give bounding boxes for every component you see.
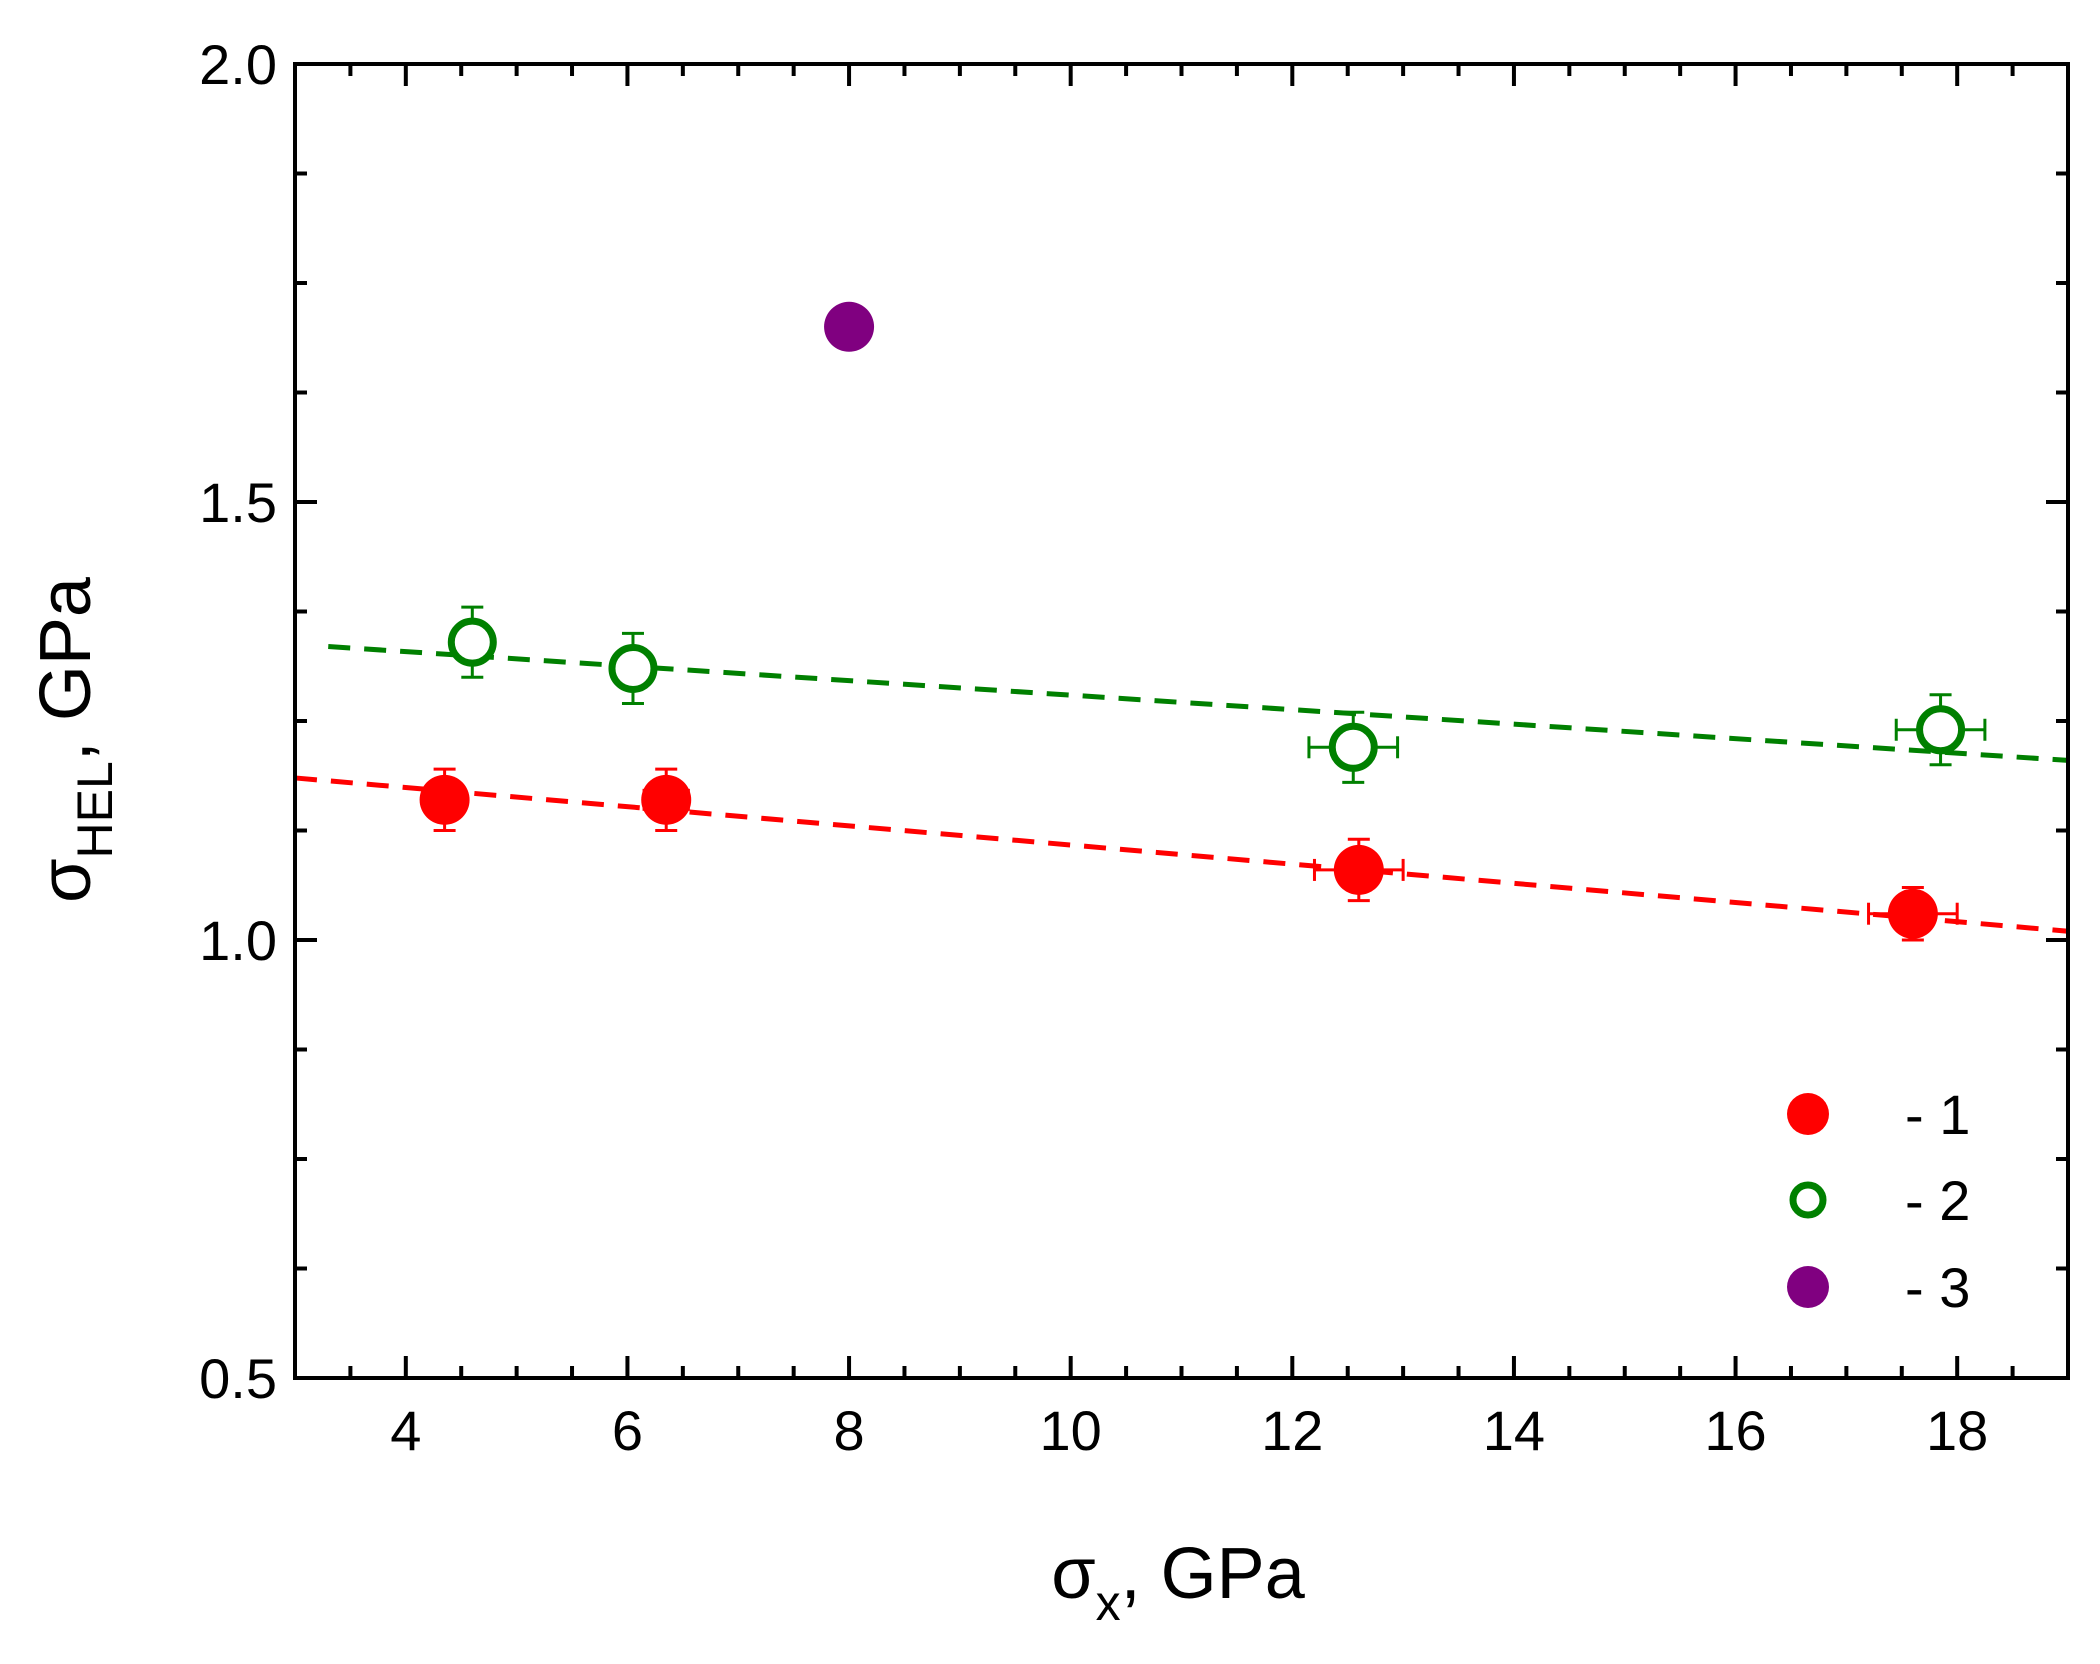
y-tick-label: 2.0 bbox=[199, 33, 277, 96]
y-axis-title-subscript: HEL bbox=[67, 761, 123, 858]
data-point-series-1 bbox=[1333, 844, 1384, 895]
y-axis-title-unit: , GPa bbox=[26, 576, 106, 761]
y-tick-label: 1.0 bbox=[199, 909, 277, 972]
y-tick-label: 1.5 bbox=[199, 471, 277, 534]
error-bars bbox=[426, 605, 1987, 942]
y-axis-title-symbol: σ bbox=[26, 858, 106, 902]
x-axis-title-symbol: σ bbox=[1051, 1534, 1095, 1614]
x-axis-title-subscript: x bbox=[1096, 1575, 1121, 1631]
data-point-series-2 bbox=[447, 617, 497, 667]
y-tick-labels: 0.5 1.0 1.5 2.0 bbox=[199, 33, 277, 1410]
legend: - 1 - 2 - 3 bbox=[1787, 1083, 1970, 1319]
fit-line-series-1 bbox=[294, 775, 2069, 934]
legend-marker-series-3 bbox=[1787, 1266, 1829, 1308]
plot-area-frame bbox=[293, 62, 2070, 1380]
x-tick-label: 16 bbox=[1704, 1399, 1766, 1462]
y-tick-label: 0.5 bbox=[199, 1347, 277, 1410]
x-tick-label: 8 bbox=[833, 1399, 864, 1462]
data-point-series-3 bbox=[824, 301, 875, 352]
x-tick-label: 12 bbox=[1261, 1399, 1323, 1462]
fit-line-series-2 bbox=[328, 644, 2069, 763]
data-point-series-1 bbox=[641, 774, 692, 825]
fit-lines bbox=[294, 644, 2069, 934]
x-tick-label: 4 bbox=[390, 1399, 421, 1462]
x-tick-label: 6 bbox=[612, 1399, 643, 1462]
x-tick-label: 10 bbox=[1040, 1399, 1102, 1462]
x-axis-title: σx, GPa bbox=[1051, 1534, 1305, 1631]
y-axis-title: σHEL, GPa bbox=[26, 576, 123, 903]
data-points bbox=[419, 301, 1966, 939]
legend-marker-series-2 bbox=[1789, 1181, 1827, 1219]
data-point-series-1 bbox=[1887, 888, 1938, 939]
x-tick-label: 18 bbox=[1926, 1399, 1988, 1462]
data-point-series-1 bbox=[419, 774, 470, 825]
legend-label-series-2: - 2 bbox=[1905, 1169, 1970, 1232]
data-point-series-2 bbox=[1328, 722, 1378, 772]
x-tick-label: 14 bbox=[1483, 1399, 1545, 1462]
legend-label-series-3: - 3 bbox=[1905, 1256, 1970, 1319]
x-tick-labels: 4 6 8 10 12 14 16 18 bbox=[390, 1399, 1988, 1462]
x-axis-title-unit: , GPa bbox=[1121, 1534, 1306, 1614]
legend-marker-series-1 bbox=[1787, 1093, 1829, 1135]
legend-label-series-1: - 1 bbox=[1905, 1083, 1970, 1146]
data-point-series-2 bbox=[1916, 705, 1966, 755]
data-point-series-2 bbox=[608, 643, 658, 693]
axis-ticks bbox=[293, 62, 2068, 1380]
